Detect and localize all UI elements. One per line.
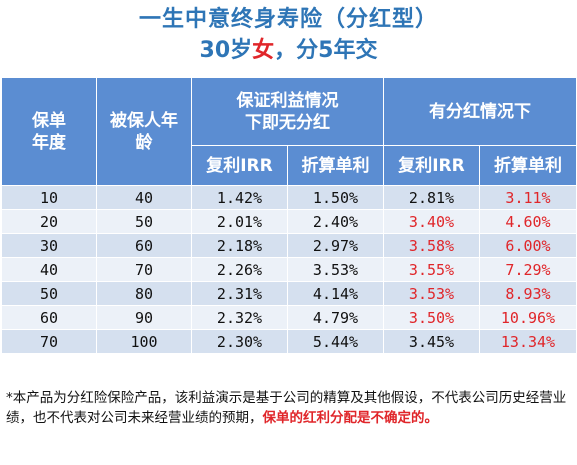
cell-dividend-simple: 4.60% bbox=[479, 209, 577, 234]
cell-dividend-irr: 3.55% bbox=[383, 257, 480, 282]
cell-dividend-irr: 3.53% bbox=[383, 281, 480, 306]
subtitle-age: 30岁 bbox=[199, 38, 253, 63]
table-row: 10 40 1.42% 1.50% 2.81% 3.11% bbox=[1, 185, 577, 210]
cell-age: 40 bbox=[96, 185, 192, 210]
cell-guaranteed-simple: 1.50% bbox=[287, 185, 384, 210]
cell-year: 20 bbox=[1, 209, 97, 234]
cell-year: 40 bbox=[1, 257, 97, 282]
header-policy-year: 保单年度 bbox=[1, 77, 97, 186]
cell-dividend-irr: 3.58% bbox=[383, 233, 480, 258]
cell-guaranteed-irr: 2.18% bbox=[191, 233, 288, 258]
irr-table: 保单年度 被保人年龄 保证利益情况下即无分红 有分红情况下 复利IRR 折算单利… bbox=[1, 77, 577, 354]
table-row: 50 80 2.31% 4.14% 3.53% 8.93% bbox=[1, 281, 577, 306]
cell-year: 10 bbox=[1, 185, 97, 210]
subtitle-gender: 女 bbox=[252, 38, 275, 63]
header-dividend-group: 有分红情况下 bbox=[383, 77, 577, 146]
table-row: 30 60 2.18% 2.97% 3.58% 6.00% bbox=[1, 233, 577, 258]
title-block: 一生中意终身寿险（分红型） 30岁女，分5年交 bbox=[0, 6, 577, 66]
header-insured-age: 被保人年龄 bbox=[96, 77, 192, 186]
cell-guaranteed-simple: 2.97% bbox=[287, 233, 384, 258]
cell-dividend-simple: 13.34% bbox=[479, 329, 577, 354]
cell-age: 70 bbox=[96, 257, 192, 282]
cell-dividend-irr: 2.81% bbox=[383, 185, 480, 210]
cell-year: 30 bbox=[1, 233, 97, 258]
header-guaranteed-irr: 复利IRR bbox=[191, 145, 288, 186]
cell-year: 50 bbox=[1, 281, 97, 306]
cell-guaranteed-irr: 2.26% bbox=[191, 257, 288, 282]
cell-year: 70 bbox=[1, 329, 97, 354]
header-dividend-simple: 折算单利 bbox=[479, 145, 577, 186]
cell-dividend-simple: 3.11% bbox=[479, 185, 577, 210]
cell-age: 100 bbox=[96, 329, 192, 354]
disclaimer-text: *本产品为分红险保险产品，该利益演示是基于公司的精算及其他假设，不代表公司历史经… bbox=[6, 390, 567, 426]
cell-dividend-simple: 7.29% bbox=[479, 257, 577, 282]
cell-dividend-simple: 10.96% bbox=[479, 305, 577, 330]
cell-dividend-simple: 8.93% bbox=[479, 281, 577, 306]
cell-guaranteed-irr: 1.42% bbox=[191, 185, 288, 210]
cell-dividend-irr: 3.50% bbox=[383, 305, 480, 330]
cell-guaranteed-irr: 2.30% bbox=[191, 329, 288, 354]
cell-guaranteed-simple: 4.14% bbox=[287, 281, 384, 306]
cell-age: 90 bbox=[96, 305, 192, 330]
cell-age: 60 bbox=[96, 233, 192, 258]
table-row: 20 50 2.01% 2.40% 3.40% 4.60% bbox=[1, 209, 577, 234]
cell-guaranteed-simple: 2.40% bbox=[287, 209, 384, 234]
subtitle-payment: ，分5年交 bbox=[274, 38, 378, 63]
table-row: 40 70 2.26% 3.53% 3.55% 7.29% bbox=[1, 257, 577, 282]
cell-guaranteed-irr: 2.32% bbox=[191, 305, 288, 330]
disclaimer-warning: 保单的红利分配是不确定的。 bbox=[262, 410, 439, 426]
table-row: 70 100 2.30% 5.44% 3.45% 13.34% bbox=[1, 329, 577, 354]
table-row: 60 90 2.32% 4.79% 3.50% 10.96% bbox=[1, 305, 577, 330]
cell-guaranteed-irr: 2.01% bbox=[191, 209, 288, 234]
cell-year: 60 bbox=[1, 305, 97, 330]
cell-guaranteed-simple: 4.79% bbox=[287, 305, 384, 330]
product-subtitle: 30岁女，分5年交 bbox=[0, 36, 577, 66]
header-dividend-irr: 复利IRR bbox=[383, 145, 480, 186]
cell-guaranteed-irr: 2.31% bbox=[191, 281, 288, 306]
cell-dividend-irr: 3.40% bbox=[383, 209, 480, 234]
cell-guaranteed-simple: 5.44% bbox=[287, 329, 384, 354]
header-guaranteed-simple: 折算单利 bbox=[287, 145, 384, 186]
cell-age: 50 bbox=[96, 209, 192, 234]
cell-age: 80 bbox=[96, 281, 192, 306]
disclaimer: *本产品为分红险保险产品，该利益演示是基于公司的精算及其他假设，不代表公司历史经… bbox=[6, 388, 572, 428]
irr-table-body: 10 40 1.42% 1.50% 2.81% 3.11% 20 50 2.01… bbox=[1, 185, 577, 354]
product-title: 一生中意终身寿险（分红型） bbox=[138, 7, 438, 32]
cell-dividend-simple: 6.00% bbox=[479, 233, 577, 258]
cell-guaranteed-simple: 3.53% bbox=[287, 257, 384, 282]
cell-dividend-irr: 3.45% bbox=[383, 329, 480, 354]
header-guaranteed-group: 保证利益情况下即无分红 bbox=[191, 77, 384, 146]
